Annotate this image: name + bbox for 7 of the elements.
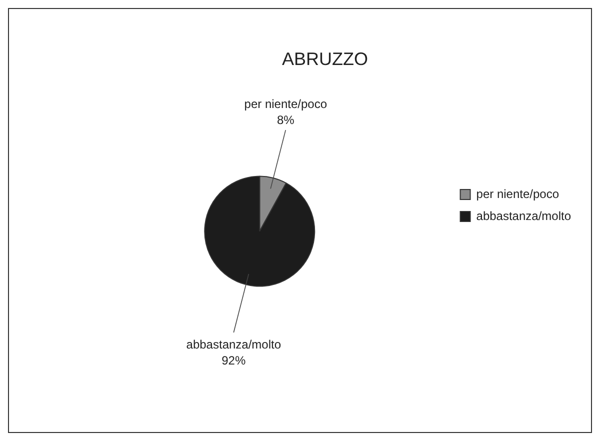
data-label: 8% (276, 113, 295, 128)
data-label: 92% (222, 354, 246, 368)
legend-label: abbastanza/molto (476, 208, 572, 223)
legend-label: per niente/poco (476, 186, 560, 201)
slice-label: abbastanza/molto (186, 338, 282, 352)
slice-label: per niente/poco (244, 97, 328, 112)
chart-title: ABRUZZO (282, 48, 368, 69)
